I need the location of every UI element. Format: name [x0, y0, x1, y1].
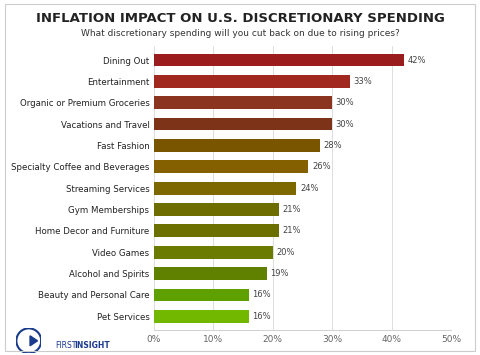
Polygon shape [30, 336, 37, 346]
Bar [154, 118, 332, 131]
Bar [154, 54, 404, 66]
Bar [154, 96, 332, 109]
Text: 16%: 16% [252, 312, 271, 321]
Bar [154, 224, 278, 237]
Bar [154, 160, 308, 173]
Text: What discretionary spending will you cut back on due to rising prices?: What discretionary spending will you cut… [81, 29, 399, 38]
Text: 16%: 16% [252, 290, 271, 299]
Text: 24%: 24% [300, 184, 319, 193]
Text: 33%: 33% [354, 77, 372, 86]
Text: 42%: 42% [407, 55, 426, 65]
Text: 19%: 19% [270, 269, 289, 278]
Text: 21%: 21% [282, 226, 300, 235]
Bar [154, 267, 267, 280]
Text: 30%: 30% [336, 120, 354, 129]
Bar [154, 75, 350, 88]
Text: 26%: 26% [312, 162, 331, 171]
Text: INFLATION IMPACT ON U.S. DISCRETIONARY SPENDING: INFLATION IMPACT ON U.S. DISCRETIONARY S… [36, 12, 444, 26]
Text: 20%: 20% [276, 248, 295, 257]
Text: 28%: 28% [324, 141, 342, 150]
Text: 21%: 21% [282, 205, 300, 214]
Bar [154, 203, 278, 216]
Bar [154, 310, 249, 323]
Bar [154, 182, 297, 195]
Text: INSIGHT: INSIGHT [74, 340, 110, 350]
Bar [154, 139, 320, 152]
Text: FIRST: FIRST [55, 340, 77, 350]
Text: 30%: 30% [336, 98, 354, 107]
Bar [154, 289, 249, 301]
Bar [154, 246, 273, 258]
